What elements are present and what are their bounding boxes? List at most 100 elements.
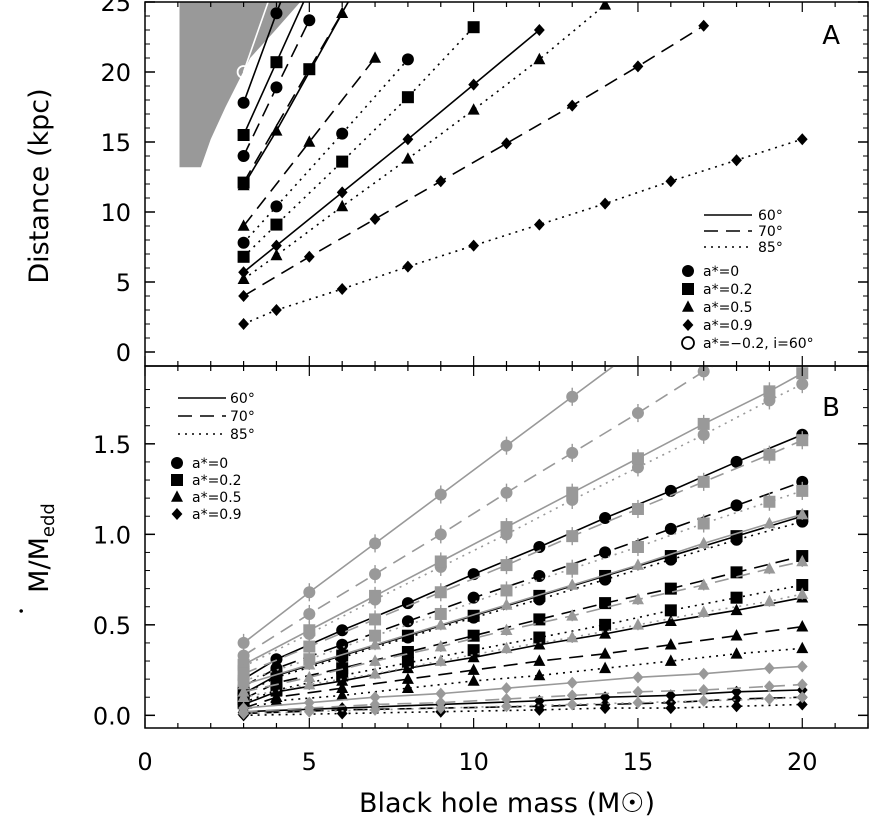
panel-a-y-tick-label: 10	[100, 199, 131, 227]
panel-b-point	[303, 607, 316, 620]
panel-b-point	[566, 486, 579, 499]
panel-b-point	[369, 638, 382, 650]
panel-b-point	[336, 681, 349, 693]
panel-a-point	[401, 152, 414, 164]
panel-b-point	[796, 678, 808, 691]
panel-a-point	[665, 175, 677, 188]
panel-b-series-line-7	[243, 625, 803, 709]
panel-b-point	[237, 636, 250, 649]
panel-b-point	[500, 641, 513, 654]
panel-b-point	[632, 342, 644, 354]
panel-a-point	[731, 154, 742, 167]
panel-a-series-line-8	[243, 4, 606, 280]
panel-a-point	[501, 137, 512, 150]
panel-b-point	[763, 495, 776, 508]
panel-b-point	[238, 707, 249, 720]
panel-b-point	[500, 623, 513, 636]
panel-a-point	[303, 63, 316, 76]
panel-a-legend-line-label: 70°	[758, 224, 783, 240]
panel-a-point	[237, 129, 250, 141]
panel-b-point	[336, 649, 349, 662]
panel-a-point	[599, 197, 611, 210]
panel-b-point	[763, 516, 776, 529]
panel-b: 0.0 0.5 1.0 1.5 0 5 10 15 20 B M/Medd • 60° 70° 85…	[15, 342, 869, 819]
panel-b-series-line-19	[243, 560, 803, 693]
panel-b-legend-marker-label: a*=0.5	[192, 490, 242, 506]
panel-a-legend-marker	[682, 265, 694, 277]
y-axis-title-sub: edd	[38, 503, 59, 537]
excluded-region	[179, 2, 301, 168]
panel-b-point	[665, 702, 677, 715]
panel-b-point	[566, 578, 579, 590]
panel-b-y-tick-label: 0.5	[93, 612, 131, 640]
panel-b-point	[731, 700, 742, 713]
panel-b-x-tick-label: 10	[458, 748, 489, 776]
panel-b-point	[434, 654, 447, 666]
panel-a-point	[533, 24, 545, 36]
panel-b-point	[336, 674, 349, 686]
panel-a-point	[533, 218, 545, 231]
panel-a-point	[435, 175, 447, 188]
panel-b-point	[566, 562, 579, 575]
panel-b-legend-line-label: 70°	[230, 409, 255, 425]
panel-b-point	[566, 698, 578, 711]
panel-b-point	[467, 591, 480, 604]
panel-a-y-tick-label: 5	[116, 269, 131, 297]
panel-a-point	[237, 96, 250, 109]
panel-b-point	[401, 661, 414, 674]
panel-b-point	[500, 584, 513, 597]
panel-b-point	[369, 654, 382, 666]
panel-b-point	[533, 638, 546, 650]
panel-b-x-tick-label: 0	[137, 748, 152, 776]
panel-a-point	[270, 200, 283, 213]
panel-b-point	[599, 512, 612, 525]
panel-a-point	[303, 14, 316, 27]
panel-a-point	[303, 250, 315, 263]
panel-b-point	[303, 705, 315, 718]
panel-b-point	[664, 582, 677, 595]
panel-b-point	[664, 614, 677, 627]
panel-a-point	[369, 213, 381, 225]
panel-b-series-line-17	[243, 490, 803, 682]
panel-b-x-tick-label: 15	[623, 748, 654, 776]
panel-b-point	[566, 689, 578, 702]
panel-b-point	[664, 638, 677, 650]
panel-a-point	[237, 236, 250, 249]
panel-b-point	[631, 541, 644, 553]
panel-b-point	[401, 672, 414, 684]
panel-b-point	[533, 589, 546, 602]
panel-b-point	[796, 434, 809, 447]
y-axis-title-dot: •	[15, 607, 29, 614]
panel-a-point	[336, 155, 349, 168]
x-axis-title: Black hole mass (M☉)	[359, 788, 655, 819]
panel-b-series-line-22	[243, 683, 803, 713]
panel-b-point	[764, 680, 775, 693]
panel-a-point	[270, 7, 283, 20]
panel-b-point	[664, 654, 677, 666]
panel-a-legend-marker	[681, 336, 695, 350]
panel-b-point	[796, 620, 809, 632]
panel-a-point	[402, 133, 414, 146]
panel-b-point	[697, 536, 710, 549]
panel-b-point	[434, 639, 447, 652]
panel-b-point	[303, 640, 316, 653]
panel-b-point	[336, 624, 349, 637]
panel-b-point	[369, 629, 382, 642]
svg-text:M/Medd: M/Medd	[24, 503, 59, 593]
panel-b-point	[467, 663, 480, 675]
panel-b-series-line-18	[243, 513, 803, 686]
panel-b-point	[599, 647, 612, 659]
panel-b-point	[500, 598, 513, 610]
panel-a-y-tick-label: 25	[100, 0, 131, 17]
panel-b-point	[599, 569, 612, 582]
panel-b-legend-marker	[171, 490, 183, 502]
panel-a-point	[796, 133, 808, 146]
panel-b-point	[599, 546, 612, 559]
panel-b-series-line-16	[243, 439, 803, 675]
panel-a-point	[566, 99, 578, 112]
panel-a-point	[238, 266, 249, 279]
panel-a-point	[237, 250, 250, 263]
panel-b-point	[369, 537, 382, 550]
panel-b-point	[631, 452, 644, 465]
panel-a-y-tick-label: 15	[100, 129, 131, 157]
